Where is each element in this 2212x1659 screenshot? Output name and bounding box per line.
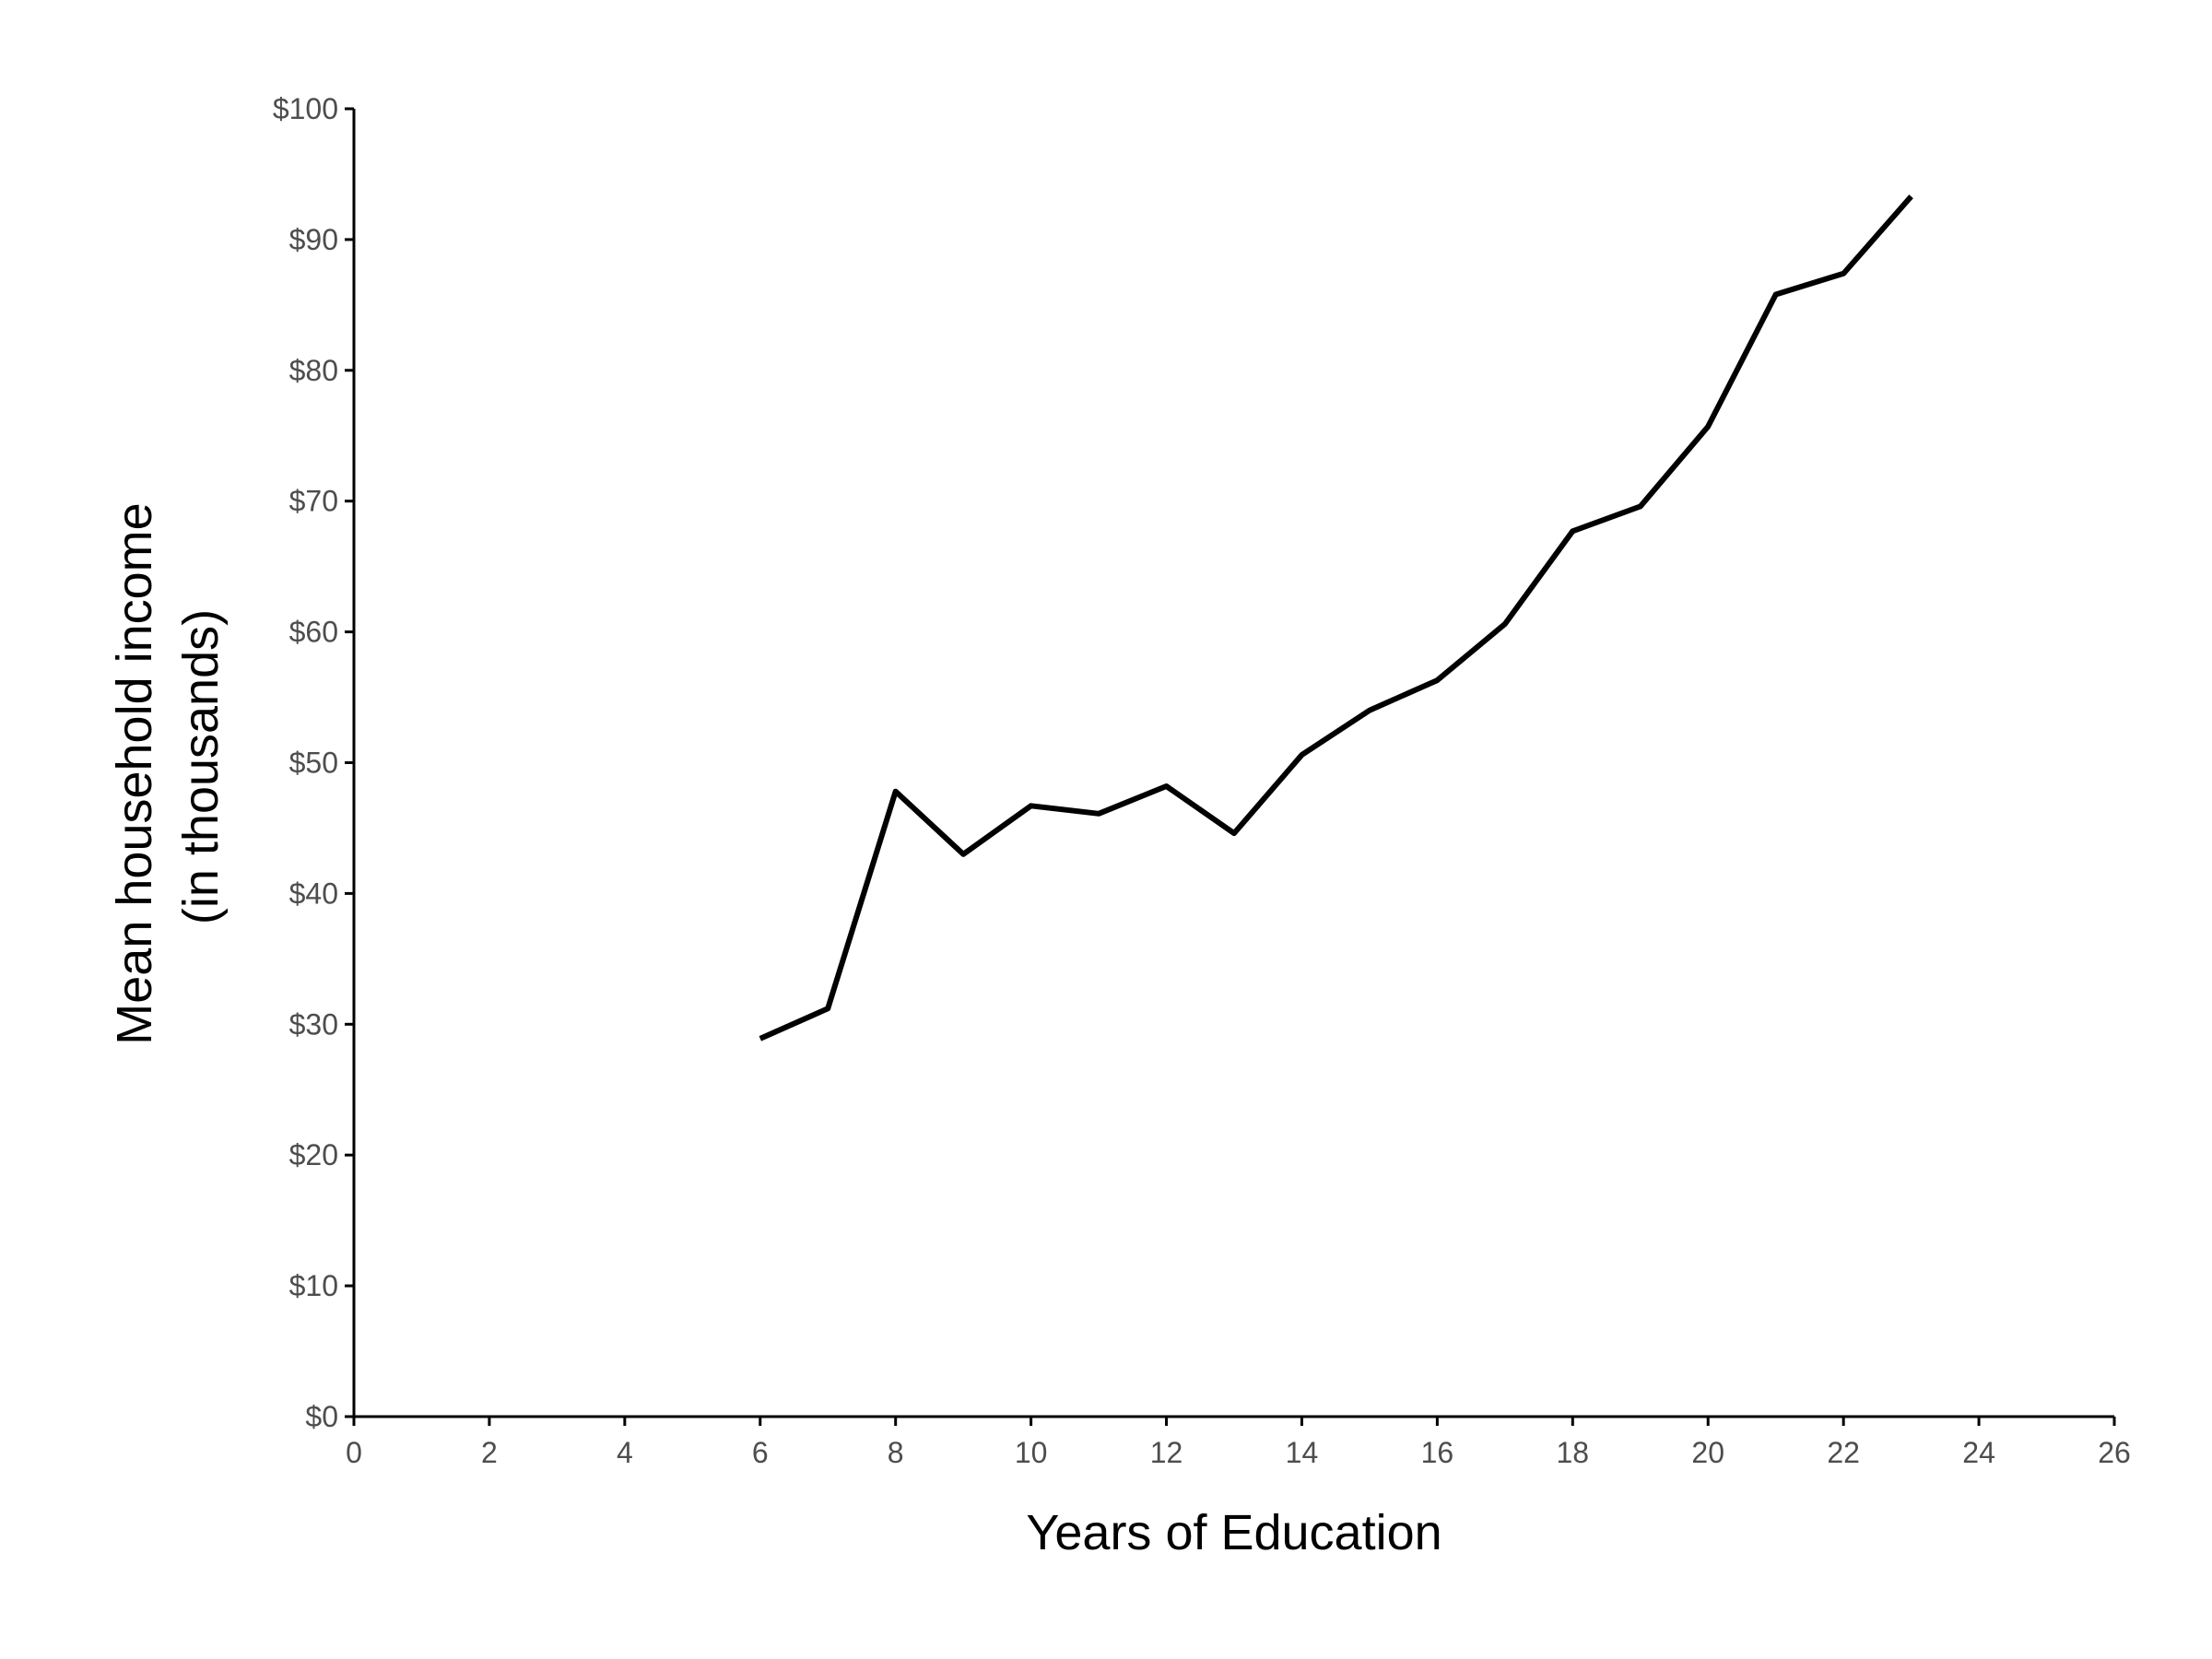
y-tick-label: $70 [289,485,338,518]
y-tick-label: $80 [289,354,338,387]
y-tick-label: $10 [289,1269,338,1302]
y-axis-title-line-1: Mean household income [107,502,162,1044]
y-axis-title-line-2: (in thousands) [173,609,229,924]
y-tick-label: $0 [305,1400,338,1433]
y-tick-label: $20 [289,1138,338,1171]
x-axis-title: Years of Education [1026,1505,1441,1560]
x-tick-label: 16 [1421,1436,1454,1469]
x-tick-label: 20 [1691,1436,1724,1469]
x-tick-label: 4 [617,1436,633,1469]
x-tick-label: 6 [752,1436,769,1469]
y-axis-title: Mean household income (in thousands) [107,488,229,1044]
x-tick-label: 18 [1557,1436,1590,1469]
y-tick-label: $90 [289,223,338,256]
x-tick-label: 2 [481,1436,498,1469]
y-tick-label: $30 [289,1007,338,1041]
x-tick-label: 24 [1962,1436,1995,1469]
y-tick-label: $60 [289,616,338,649]
series-group [759,194,1913,1041]
x-tick-label: 22 [1827,1436,1860,1469]
x-tick-label: 0 [346,1436,362,1469]
x-tick-label: 12 [1150,1436,1183,1469]
x-tick-label: 14 [1286,1436,1319,1469]
y-tick-label: $40 [289,877,338,910]
y-tick-label: $100 [273,92,338,125]
y-tick-label: $50 [289,747,338,780]
y-axis: $0 $10 $20 $30 $40 $50 $60 $70 $80 $90 $100 [273,92,356,1433]
x-tick-label: 26 [2098,1436,2131,1469]
x-tick-label: 8 [888,1436,904,1469]
x-axis: 0 2 4 6 8 10 12 14 16 18 20 22 24 26 [346,1415,2131,1469]
series-line [759,194,1913,1041]
x-tick-label: 10 [1015,1436,1048,1469]
